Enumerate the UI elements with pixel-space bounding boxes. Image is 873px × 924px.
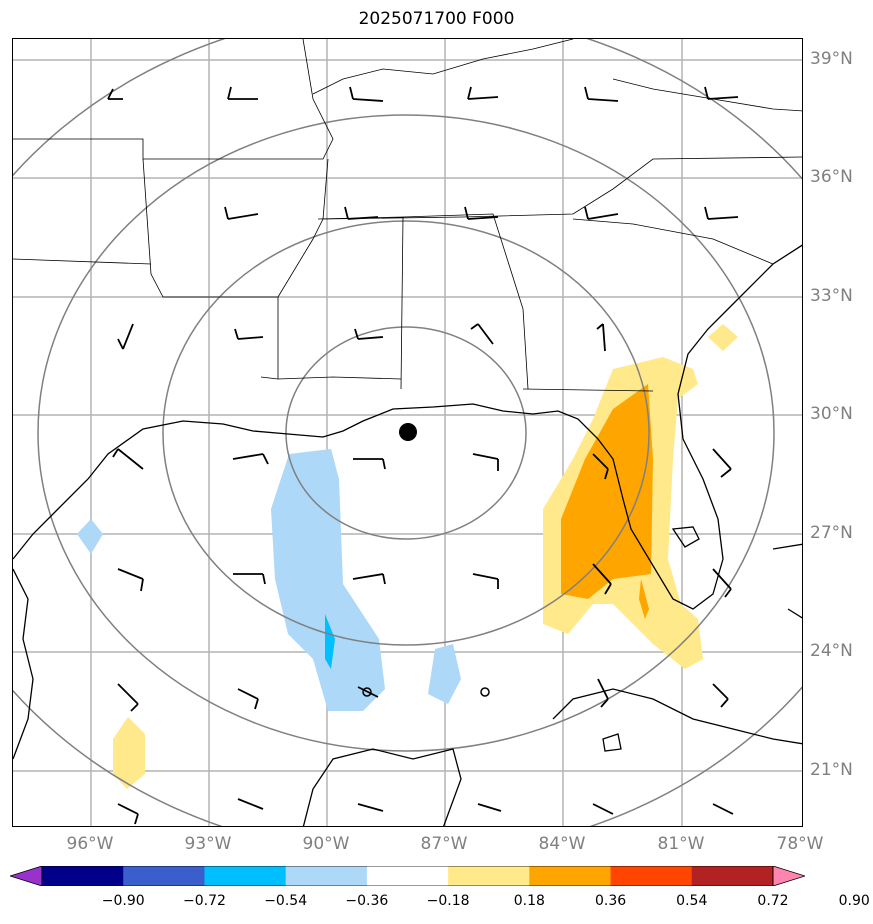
lon-label-93: 93°W — [184, 834, 232, 854]
positive-field-mexico — [113, 717, 145, 789]
lon-label-96: 96°W — [66, 834, 114, 854]
positive-field-atlantic — [708, 324, 738, 351]
colorbar-tick-label: −0.90 — [101, 893, 145, 909]
shaded-fields — [77, 324, 738, 789]
lon-label-81: 81°W — [657, 834, 705, 854]
negative-field-south — [428, 644, 461, 704]
lon-label-84: 84°W — [538, 834, 586, 854]
colorbar — [10, 866, 805, 886]
colorbar-tick-label: 0.72 — [757, 893, 789, 909]
storm-center-marker[interactable] — [399, 423, 417, 441]
colorbar-tick-label: −0.54 — [264, 893, 308, 909]
negative-field-core — [325, 614, 335, 669]
positive-field-core — [561, 384, 653, 599]
colorbar-segment — [691, 866, 774, 886]
colorbar-segment — [366, 866, 449, 886]
negative-field-texas — [77, 519, 103, 554]
colorbar-extend-max — [772, 866, 805, 886]
range-rings — [13, 39, 802, 826]
colorbar-segment — [123, 866, 205, 886]
lat-label-24: 24°N — [810, 641, 853, 661]
lon-label-90: 90°W — [302, 834, 350, 854]
colorbar-tick-label: −0.36 — [345, 893, 389, 909]
colorbar-segment — [204, 866, 287, 886]
colorbar-segment — [529, 866, 612, 886]
lat-label-21: 21°N — [810, 760, 853, 780]
lat-label-39: 39°N — [810, 49, 853, 69]
wind-barbs — [107, 86, 739, 825]
map-frame[interactable] — [12, 38, 803, 827]
state-borders — [13, 39, 802, 392]
station-marker — [480, 687, 490, 697]
map-title: 2025071700 F000 — [358, 9, 515, 29]
positive-field-core-south — [639, 579, 649, 619]
colorbar-tick-label: 0.54 — [676, 893, 708, 909]
lon-label-78: 78°W — [776, 834, 824, 854]
colorbar-tick-label: 0.90 — [838, 893, 870, 909]
colorbar-extend-min — [10, 866, 43, 886]
colorbar-tick-label: −0.72 — [182, 893, 226, 909]
lat-label-30: 30°N — [810, 404, 853, 424]
map-svg — [13, 39, 802, 826]
colorbar-tick-label: −0.18 — [426, 893, 470, 909]
colorbar-segment — [42, 866, 124, 886]
colorbar-segment — [448, 866, 530, 886]
lon-label-87: 87°W — [420, 834, 468, 854]
lat-label-33: 33°N — [810, 286, 853, 306]
colorbar-tick-label: 0.18 — [513, 893, 545, 909]
lat-label-36: 36°N — [810, 167, 853, 187]
colorbar-tick-label: 0.36 — [594, 893, 627, 909]
lat-label-27: 27°N — [810, 523, 853, 543]
colorbar-segment — [610, 866, 693, 886]
coastlines — [13, 244, 802, 826]
station-marker — [362, 687, 372, 697]
colorbar-segment — [285, 866, 368, 886]
negative-field-west — [271, 449, 385, 711]
